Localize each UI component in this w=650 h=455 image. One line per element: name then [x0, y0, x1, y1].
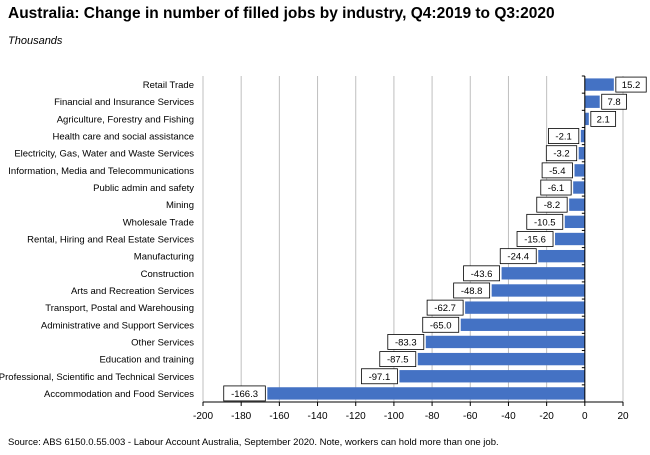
category-labels: Retail Trade Financial and Insurance Serv… [0, 80, 194, 400]
data-label: -83.3 [395, 337, 417, 348]
source-note: Source: ABS 6150.0.55.003 - Labour Accou… [8, 437, 499, 448]
x-tick-label: -120 [346, 411, 366, 422]
bar [425, 335, 585, 349]
axes [202, 75, 624, 406]
tick-labels: -200 -180 -160 -140 -120 -100 -80 -60 -40 -20 0 20 [193, 411, 629, 422]
category-label: Arts and Recreation Services [71, 286, 194, 297]
chart-subtitle: Thousands [8, 35, 63, 47]
bar [465, 301, 585, 314]
category-label: Information, Media and Telecommunication… [8, 166, 194, 177]
bar [460, 318, 585, 331]
category-label: Transport, Postal and Warehousing [45, 303, 194, 314]
bar [573, 181, 585, 194]
data-label: 2.1 [597, 114, 610, 125]
data-label-box [463, 265, 500, 282]
data-label: -65.0 [430, 320, 452, 331]
category-label: Retail Trade [143, 80, 194, 91]
category-label: Public admin and safety [93, 183, 194, 194]
x-tick-label: -100 [384, 411, 404, 422]
bar [491, 284, 585, 297]
data-label-box [540, 179, 572, 196]
data-label: -43.6 [471, 269, 493, 280]
data-label-box [541, 162, 573, 179]
category-label: Other Services [131, 337, 194, 348]
x-tick-label: 0 [582, 411, 588, 422]
bar [501, 267, 585, 280]
x-tick-label: -180 [231, 411, 251, 422]
data-label: -10.5 [534, 217, 556, 228]
x-tick-label: -140 [308, 411, 328, 422]
bar [555, 232, 585, 246]
data-label: -48.8 [461, 286, 483, 297]
category-label: Education and training [99, 355, 194, 366]
x-tick-label: -80 [425, 411, 440, 422]
category-label: Administrative and Support Services [41, 320, 194, 331]
bar [584, 112, 589, 126]
bar [417, 352, 585, 366]
data-label: -87.5 [387, 355, 409, 366]
bar [574, 164, 585, 177]
category-label: Professional, Scientific and Technical S… [0, 372, 194, 383]
bar [578, 147, 585, 160]
x-tick-label: -20 [539, 411, 554, 422]
data-label-box [223, 385, 266, 402]
bar [584, 95, 600, 108]
data-label-box [601, 93, 627, 110]
category-label: Health care and social assistance [52, 132, 194, 143]
data-label-box [453, 282, 491, 299]
data-labels: 15.27.8 2.1 -2.1 -3.2 -5.4 -6.1 -8.2 -10.5 -15.6… [223, 76, 647, 402]
bar [399, 370, 585, 383]
data-label: -15.6 [524, 235, 546, 246]
chart-title: Australia: Change in number of filled jo… [8, 5, 555, 22]
x-tick-label: -40 [501, 411, 516, 422]
data-label: -24.4 [507, 252, 529, 263]
bars [267, 78, 614, 400]
data-label: -5.4 [549, 166, 565, 177]
data-label-box [516, 231, 554, 247]
bar [538, 249, 585, 263]
data-label-box [387, 334, 425, 350]
category-label: Construction [141, 269, 194, 280]
bar [267, 387, 585, 400]
bar [584, 78, 614, 91]
data-label: -3.2 [553, 149, 569, 160]
data-label-box [526, 213, 564, 230]
data-label: -8.2 [544, 200, 560, 211]
x-tick-label: -200 [193, 411, 213, 422]
bar [564, 215, 585, 229]
data-label-box [361, 368, 398, 385]
data-label-box [536, 196, 568, 213]
data-label-box [499, 248, 537, 265]
data-label-box [548, 128, 580, 144]
data-label: -6.1 [548, 183, 564, 194]
category-label: Rental, Hiring and Real Estate Services [27, 235, 194, 246]
data-label-box [426, 299, 464, 316]
category-label: Financial and Insurance Services [54, 97, 194, 108]
category-label: Mining [166, 200, 194, 211]
bar [569, 198, 585, 211]
data-label-box [545, 145, 578, 162]
category-label: Manufacturing [134, 252, 194, 263]
data-label-box [590, 110, 617, 127]
data-label: 15.2 [622, 80, 641, 91]
data-label-box [379, 351, 417, 368]
category-label: Electricity, Gas, Water and Waste Servic… [14, 149, 194, 160]
category-label: Agriculture, Forestry and Fishing [57, 114, 194, 125]
data-label-box [422, 316, 460, 333]
x-tick-label: -160 [269, 411, 289, 422]
x-tick-label: 20 [617, 411, 629, 422]
data-label: -166.3 [231, 389, 258, 400]
data-label: -97.1 [369, 372, 391, 383]
data-label: -62.7 [434, 303, 456, 314]
category-label: Accommodation and Food Services [44, 389, 194, 400]
x-tick-label: -60 [463, 411, 478, 422]
category-label: Wholesale Trade [123, 217, 194, 228]
bar [580, 129, 585, 143]
data-label-box [615, 76, 647, 93]
data-label: 7.8 [607, 97, 620, 108]
data-label: -2.1 [555, 132, 571, 143]
